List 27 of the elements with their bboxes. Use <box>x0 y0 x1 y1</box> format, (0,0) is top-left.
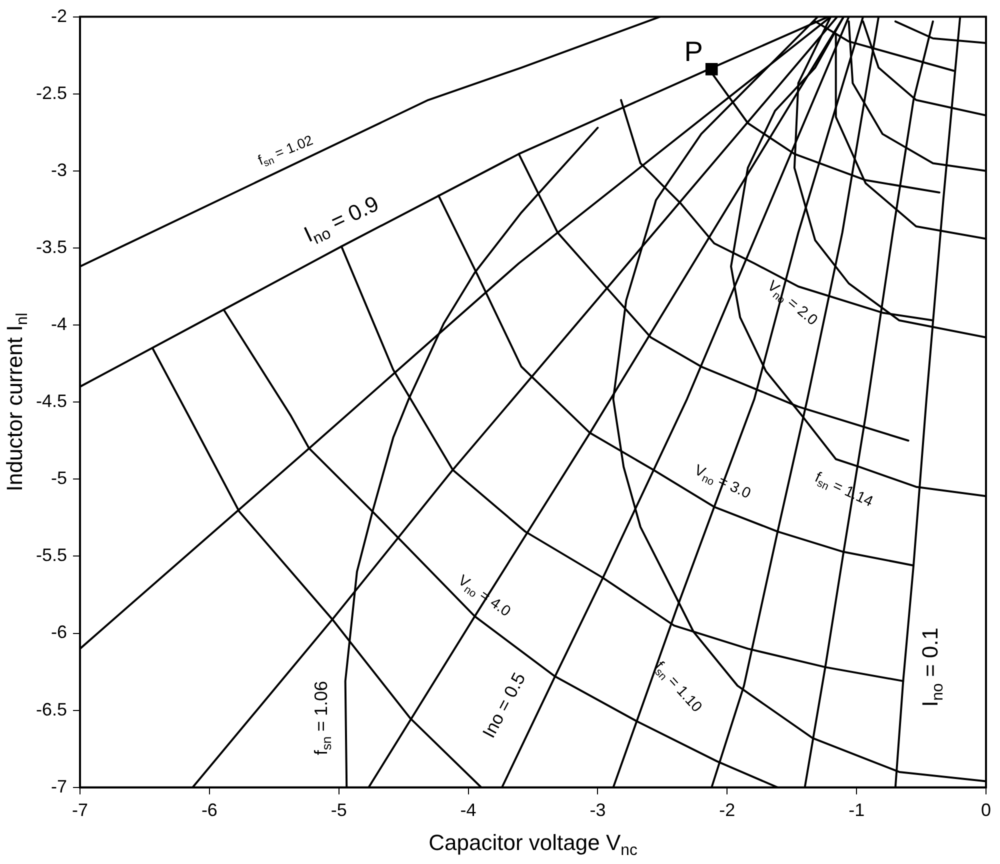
y-axis-title: Inductor current Inl <box>2 312 31 492</box>
x-tick-label: -5 <box>330 800 347 820</box>
annotation: fsn = 1.06 <box>310 680 334 756</box>
y-tick-label: -6 <box>51 622 68 642</box>
annotation: Ino = 0.1 <box>918 628 947 707</box>
y-tick-label: -3 <box>51 160 68 180</box>
y-tick-label: -5.5 <box>36 545 68 566</box>
x-tick-label: -6 <box>201 800 218 820</box>
x-tick-label: -2 <box>719 800 736 820</box>
x-tick-label: -3 <box>590 800 606 820</box>
annotation: Ino = 0.9 <box>300 190 382 248</box>
annotation: fsn = 1.02 <box>255 132 316 170</box>
y-tick-label: -4.5 <box>36 391 68 412</box>
x-tick-label: -7 <box>72 800 88 820</box>
y-tick-label: -7 <box>51 776 68 796</box>
x-tick-label: 0 <box>980 800 992 820</box>
x-tick-label: -1 <box>848 800 865 820</box>
y-tick-label: -3.5 <box>36 236 68 257</box>
annotation: Ino = 0.5 <box>478 669 530 742</box>
y-tick-label: -4 <box>51 314 68 334</box>
y-tick-label: -2 <box>51 6 68 26</box>
series-label: P <box>684 36 703 67</box>
y-tick-label: -2.5 <box>36 82 68 103</box>
annotation: fsn = 1.14 <box>812 468 876 510</box>
x-tick-label: -4 <box>460 800 476 820</box>
y-tick-label: -6.5 <box>36 699 68 720</box>
y-tick-label: -5 <box>51 468 68 488</box>
